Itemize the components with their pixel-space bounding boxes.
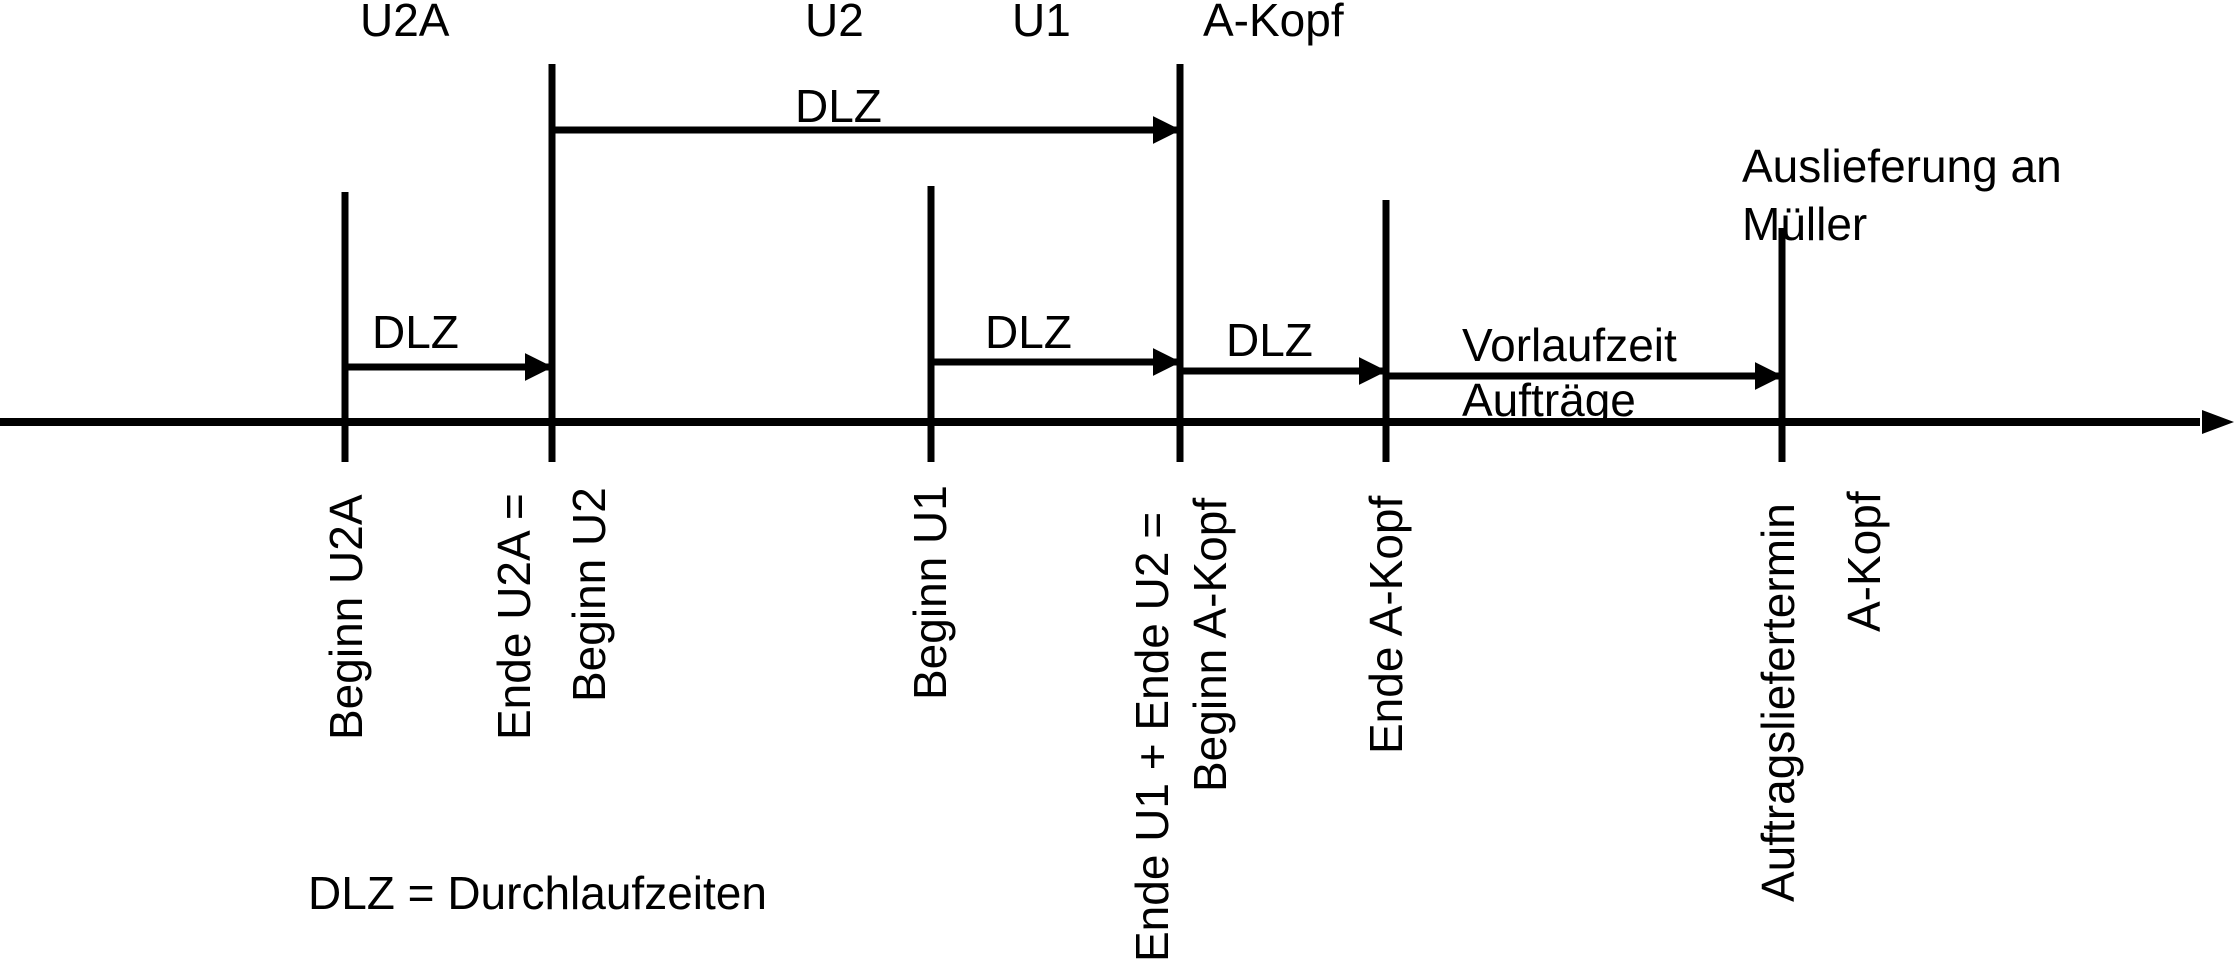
milestone-auftragsliefertermin: Auftragsliefertermin [1752, 503, 1804, 902]
label-dlz-u2-u1: DLZ [795, 80, 882, 132]
label-top-u2: U2 [805, 0, 864, 46]
label-vorlaufzeit: Vorlaufzeit [1462, 319, 1677, 371]
label-dlz-u1: DLZ [985, 306, 1072, 358]
milestone-a-kopf: A-Kopf [1838, 491, 1890, 632]
label-auslieferung-line1: Auslieferung an [1742, 140, 2062, 192]
label-top-u2a: U2A [360, 0, 450, 46]
time-axis-arrowhead [2202, 410, 2234, 434]
milestone-ende-u1-line1: Ende U1 + Ende U2 = [1126, 512, 1178, 962]
label-top-u1: U1 [1012, 0, 1071, 46]
label-auftraege: Aufträge [1462, 374, 1636, 426]
milestone-beginn-u2a: Beginn U2A [320, 494, 372, 740]
label-auslieferung-line2: Müller [1742, 198, 1867, 250]
milestone-ende-u1-line2: Beginn A-Kopf [1184, 498, 1236, 792]
label-top-a-kopf: A-Kopf [1203, 0, 1344, 46]
milestone-ende-a-kopf: Ende A-Kopf [1360, 495, 1412, 754]
label-dlz-a-kopf: DLZ [1226, 314, 1313, 366]
label-dlz-u2a: DLZ [372, 306, 459, 358]
milestone-ende-u2a-line1: Ende U2A = [488, 493, 540, 740]
legend-dlz: DLZ = Durchlaufzeiten [308, 867, 767, 919]
milestone-ende-u2a-line2: Beginn U2 [563, 487, 615, 702]
milestone-beginn-u1: Beginn U1 [904, 485, 956, 700]
